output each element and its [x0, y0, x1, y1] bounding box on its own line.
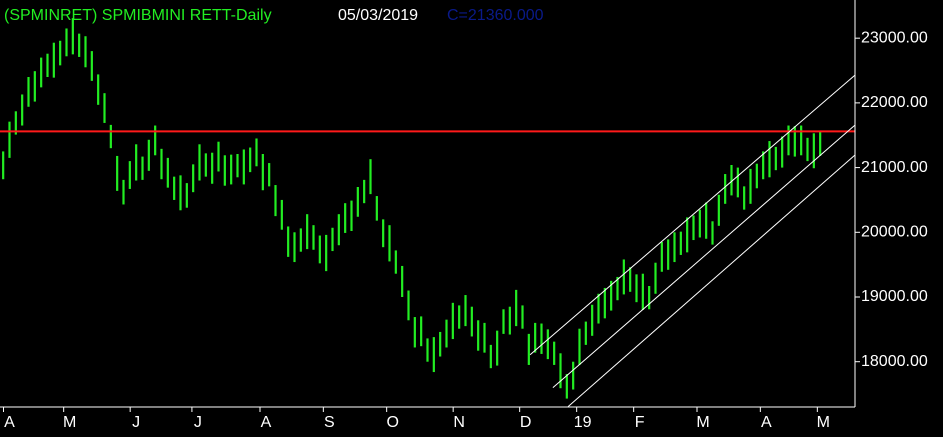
x-tick-label: S [324, 414, 335, 431]
x-tick-label: 19 [574, 414, 592, 431]
x-tick-label: O [386, 414, 398, 431]
plot-area [0, 18, 856, 407]
y-tick-label: 22000.00 [861, 94, 928, 111]
x-tick-label: A [4, 414, 15, 431]
x-tick-label: F [635, 414, 645, 431]
y-tick-label: 21000.00 [861, 159, 928, 176]
x-tick-label: M [696, 414, 709, 431]
y-tick-label: 18000.00 [861, 353, 928, 370]
chart-title: (SPMINRET) SPMIBMINI RETT-Daily [4, 7, 272, 24]
y-tick-label: 23000.00 [861, 29, 928, 46]
chart-date: 05/03/2019 [338, 7, 418, 24]
x-tick-label: D [520, 414, 532, 431]
x-tick-label: J [132, 414, 140, 431]
y-tick-label: 19000.00 [861, 288, 928, 305]
x-tick-label: A [261, 414, 272, 431]
trend-line [567, 154, 856, 407]
y-tick-label: 20000.00 [861, 224, 928, 241]
x-tick-label: M [817, 414, 830, 431]
x-tick-label: M [63, 414, 76, 431]
x-tick-label: N [453, 414, 465, 431]
last-close: C=21360.000 [447, 7, 544, 24]
trend-line [552, 124, 856, 389]
x-tick-label: A [761, 414, 772, 431]
x-tick-label: J [194, 414, 202, 431]
trend-line [529, 74, 856, 356]
